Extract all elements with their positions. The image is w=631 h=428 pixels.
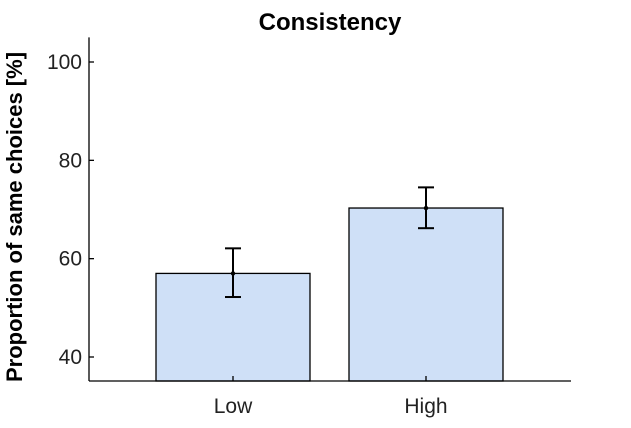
y-tick-label: 40 — [59, 346, 82, 369]
mean-point-low — [230, 271, 236, 276]
x-tick-label: High — [404, 395, 447, 418]
chart-title: Consistency — [259, 9, 402, 36]
x-ticks-group: Low High — [214, 376, 448, 418]
y-axis-label: Proportion of same choices [%] — [2, 52, 27, 382]
y-tick-label: 100 — [47, 51, 82, 74]
y-tick-label: 80 — [59, 149, 82, 172]
error-bars-group — [225, 186, 434, 299]
x-tick-label: Low — [214, 395, 253, 418]
y-tick-label: 60 — [59, 248, 82, 271]
bar-high — [348, 207, 504, 382]
bars-group — [155, 207, 504, 382]
y-ticks-group: 40 60 80 100 — [47, 51, 94, 369]
mean-point-high — [423, 205, 429, 211]
